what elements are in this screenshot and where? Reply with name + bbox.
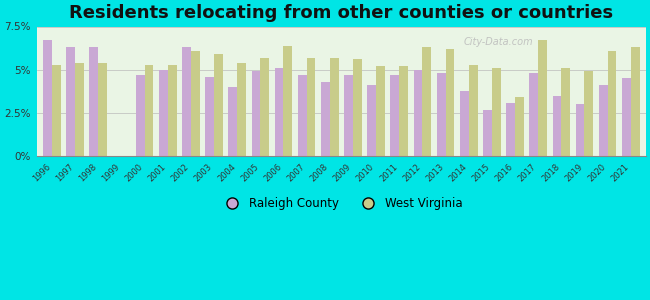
- Bar: [252, 71, 261, 156]
- Text: City-Data.com: City-Data.com: [463, 37, 533, 47]
- Bar: [261, 58, 269, 156]
- Bar: [376, 66, 385, 156]
- Bar: [483, 110, 492, 156]
- Bar: [144, 64, 153, 156]
- Bar: [529, 73, 538, 156]
- Bar: [353, 59, 362, 156]
- Legend: Raleigh County, West Virginia: Raleigh County, West Virginia: [216, 193, 467, 215]
- Bar: [552, 96, 562, 156]
- Title: Residents relocating from other counties or countries: Residents relocating from other counties…: [70, 4, 614, 22]
- Bar: [515, 98, 524, 156]
- Bar: [367, 85, 376, 156]
- Bar: [622, 78, 630, 156]
- Bar: [576, 104, 584, 156]
- Bar: [492, 68, 500, 156]
- Bar: [66, 47, 75, 156]
- Bar: [630, 47, 640, 156]
- Bar: [608, 51, 616, 156]
- Bar: [214, 54, 223, 156]
- Bar: [182, 47, 191, 156]
- Bar: [599, 85, 608, 156]
- Bar: [538, 40, 547, 156]
- Bar: [445, 49, 454, 156]
- Bar: [413, 70, 423, 156]
- Bar: [228, 87, 237, 156]
- Bar: [321, 82, 330, 156]
- Bar: [344, 75, 353, 156]
- Bar: [391, 75, 399, 156]
- Bar: [52, 64, 60, 156]
- Bar: [283, 46, 292, 156]
- Bar: [37, 26, 646, 156]
- Bar: [584, 71, 593, 156]
- Bar: [43, 40, 52, 156]
- Bar: [136, 75, 144, 156]
- Bar: [168, 64, 177, 156]
- Bar: [307, 58, 315, 156]
- Bar: [422, 47, 431, 156]
- Bar: [98, 63, 107, 156]
- Bar: [562, 68, 570, 156]
- Bar: [191, 51, 200, 156]
- Bar: [237, 63, 246, 156]
- Bar: [437, 73, 445, 156]
- Bar: [75, 63, 84, 156]
- Bar: [469, 64, 478, 156]
- Bar: [205, 77, 214, 156]
- Bar: [298, 75, 307, 156]
- Bar: [506, 103, 515, 156]
- Bar: [460, 91, 469, 156]
- Bar: [275, 68, 283, 156]
- Bar: [399, 66, 408, 156]
- Bar: [330, 58, 339, 156]
- Bar: [159, 70, 168, 156]
- Bar: [90, 47, 98, 156]
